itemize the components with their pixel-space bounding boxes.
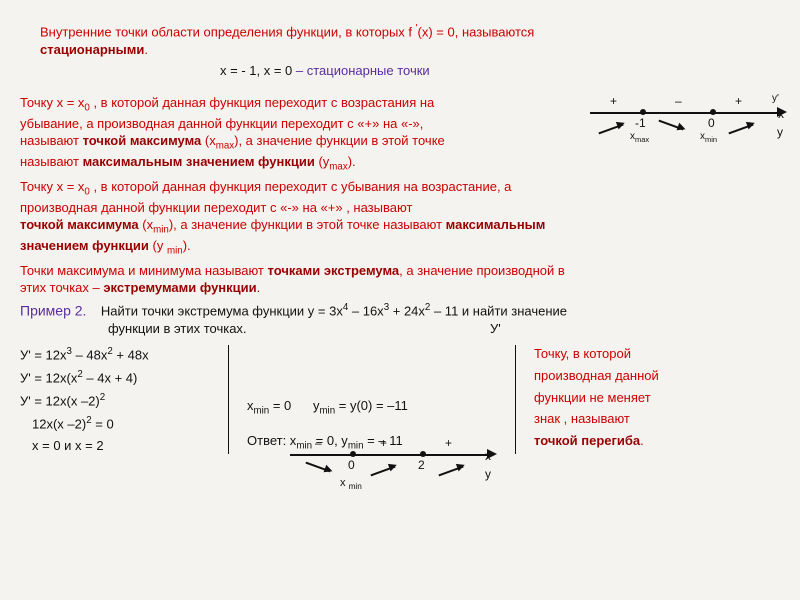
sign-diagram-1: + – + -1 0 у' x y xmax xmin: [580, 90, 790, 150]
arrow-down-icon: [305, 462, 330, 473]
column-divider-icon: [228, 345, 229, 454]
arrow-up-icon: [728, 124, 753, 135]
arrow-up-icon: [438, 466, 463, 477]
eq-black: x = - 1, x = 0: [220, 63, 292, 78]
eq-purple: – стационарные точки: [292, 63, 429, 78]
def-text-2: (x) = 0, называются: [418, 24, 535, 39]
column-divider-icon: [515, 345, 516, 454]
inflection-note: Точку, в которой производная данной функ…: [534, 341, 780, 453]
number-line: [590, 112, 780, 114]
arrow-down-icon: [658, 120, 683, 131]
example-2: Пример 2. Найти точки экстремума функции…: [20, 301, 780, 338]
example-2-label: Пример 2.: [20, 302, 86, 318]
arrow-up-icon: [370, 466, 395, 477]
sign-diagram-2: – + + 0 2 x y x min: [280, 432, 500, 492]
stationary-definition: Внутренние точки области определения фун…: [20, 22, 780, 58]
min-definition: Точку x = x0 , в которой данная функция …: [20, 178, 780, 258]
number-line: [290, 454, 490, 456]
stationary-equation: x = - 1, x = 0 – стационарные точки: [20, 62, 780, 80]
arrow-up-icon: [598, 124, 623, 135]
stationary-term: стационарными: [40, 42, 144, 57]
derivative-calc: У' = 12x3 – 48x2 + 48x У' = 12x(x2 – 4x …: [20, 341, 210, 458]
extrema-definition: Точки максимума и минимума называют точк…: [20, 262, 780, 297]
def-text-1: Внутренние точки области определения фун…: [40, 24, 416, 39]
